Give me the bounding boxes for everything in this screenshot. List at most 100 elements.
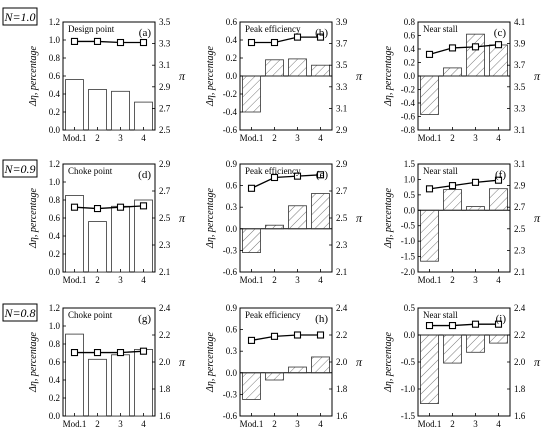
panel-b-bar-2 <box>265 59 284 77</box>
panel-a-ytick-label-7: 1.2 <box>49 17 60 27</box>
panel-f-letter: (f) <box>495 169 506 181</box>
panel-a-ytick-label-1: 0.0 <box>49 125 61 135</box>
row-label-2-text: N=0.9 <box>3 162 35 176</box>
panel-d-bar-3 <box>111 205 130 273</box>
panel-h-pitick-label-5: 2.4 <box>336 303 348 313</box>
panel-b-pi-point-4 <box>316 33 325 41</box>
panel-d-ytick-label-3: 0.4 <box>49 231 61 241</box>
panel-d-xtick-label-2: 2 <box>95 275 100 285</box>
panel-g-letter: (g) <box>138 313 151 325</box>
panel-i-pi-point-4 <box>494 320 503 328</box>
panel-i-ytick-label-2: -1.0 <box>401 384 416 394</box>
panel-i-letter: (i) <box>496 313 507 325</box>
panel-c-pitick-label-3: 3.5 <box>514 82 526 92</box>
panel-i-left-axis-label: Δη, percentage <box>383 332 394 393</box>
panel-b-bar-3 <box>288 58 307 77</box>
panel-f-pitick-label-1: 2.1 <box>514 267 525 277</box>
panel-i-bar-2 <box>443 334 462 364</box>
panel-i-pi-line <box>429 323 499 327</box>
panel-i-xtick-label-2: 2 <box>450 419 455 429</box>
panel-h-xtick-label-4: 4 <box>318 419 323 429</box>
panel-h-ytick-label-2: -0.3 <box>223 389 238 399</box>
panel-d-pitick-label-1: 2.1 <box>159 267 170 277</box>
panel-b-bar-1 <box>242 75 261 113</box>
panel-f-ytick-label-6: 0.5 <box>404 190 416 200</box>
panel-f-xtick-label-2: 2 <box>450 275 455 285</box>
panel-f-xtick-label-4: 4 <box>496 275 501 285</box>
panel-f-pi-point-4 <box>494 176 503 184</box>
panel-a-xtick-label-3: 3 <box>118 133 123 143</box>
panel-g-ytick-label-5: 0.8 <box>49 339 61 349</box>
panel-g-right-axis-label: π <box>179 355 186 369</box>
panel-b-pi-point-3 <box>293 33 302 41</box>
panel-c-ytick-label-3: -0.4 <box>401 98 416 108</box>
panel-a-bar-2 <box>88 89 107 131</box>
panel-e-ytick-label-2: -0.3 <box>223 245 238 255</box>
panel-b-ytick-label-5: 0.2 <box>226 53 237 63</box>
panel-f-right-axis-label: π <box>534 211 541 225</box>
panel-b-pi-point-1 <box>247 38 256 47</box>
panel-e-pi-point-1 <box>247 184 256 192</box>
panel-d-bar-2 <box>88 221 107 273</box>
panel-g-xtick-label-4: 4 <box>141 419 146 429</box>
panel-i-pi-point-3 <box>471 320 480 328</box>
panel-i-right-axis-label: π <box>534 355 541 369</box>
panel-e-bar-4 <box>311 193 330 230</box>
panel-g-xtick-label-2: 2 <box>95 419 100 429</box>
panel-f-ytick-label-4: -0.5 <box>401 221 416 231</box>
panel-a-right-axis-label: π <box>179 69 186 83</box>
panel-h-pitick-label-1: 1.6 <box>336 411 348 421</box>
panel-e-ytick-label-5: 0.6 <box>226 181 238 191</box>
panel-i-xtick-label-4: 4 <box>496 419 501 429</box>
panel-f-pitick-label-5: 2.9 <box>514 181 526 191</box>
panel-h: -0.6 -0.3 0.0 0.3 0.6 0.9 1.6 1.8 2.0 2.2 2.4 Mod.1… <box>205 303 363 429</box>
panel-a-pitick-label-6: 3.5 <box>159 17 171 27</box>
panel-d-pitick-label-4: 2.7 <box>159 186 171 196</box>
panel-e-xtick-label-4: 4 <box>318 275 323 285</box>
panel-g-bar-2 <box>88 358 107 417</box>
panel-i-ytick-label-5: 0.5 <box>404 303 416 313</box>
panel-a-pi-point-3 <box>116 38 125 47</box>
panel-e-ytick-label-4: 0.3 <box>226 202 238 212</box>
panel-i-pitick-label-1: 1.6 <box>514 411 526 421</box>
panel-b-ytick-label-4: 0.0 <box>226 71 238 81</box>
panel-e-pi-line <box>251 174 321 189</box>
panel-d-pi-line <box>74 205 144 210</box>
panel-i-ytick-label-4: 0.0 <box>404 330 416 340</box>
panel-c-bar-1 <box>420 75 439 115</box>
panel-g-ytick-label-6: 1.0 <box>49 321 61 331</box>
panel-d-ytick-label-6: 1.0 <box>49 177 61 187</box>
panel-i-title: Near stall <box>423 310 458 320</box>
panel-i-pitick-label-3: 2.0 <box>514 357 526 367</box>
panel-i-pi-point-1 <box>425 321 434 330</box>
panel-b-title: Peak efficiency <box>245 24 301 34</box>
panel-c-pi-point-1 <box>425 50 434 58</box>
panel-c-pi-line <box>429 44 499 56</box>
panel-i: -1.5 -1.0 -0.5 0.0 0.5 1.6 1.8 2.0 2.2 2.4 Mod.1 2 3… <box>383 303 541 429</box>
panel-h-pitick-label-3: 2.0 <box>336 357 348 367</box>
panel-a-bar-4 <box>134 101 153 131</box>
panel-d-ytick-label-4: 0.6 <box>49 213 61 223</box>
panel-e-bar-3 <box>288 205 307 230</box>
panel-h-ytick-label-4: 0.3 <box>226 346 238 356</box>
panel-d-right-axis-label: π <box>179 211 186 225</box>
panel-g-bar-3 <box>111 354 130 417</box>
row-label-1: N=1.0 <box>2 7 38 26</box>
panel-g-ytick-label-1: 0.0 <box>49 411 61 421</box>
panel-g-pitick-label-2: 1.8 <box>159 384 171 394</box>
panel-f-pitick-label-2: 2.3 <box>514 245 526 255</box>
panel-h-title: Peak efficiency <box>245 310 301 320</box>
panel-a-xtick-label-1: Mod.1 <box>63 133 87 143</box>
panel-c-right-axis-label: π <box>534 69 541 83</box>
panel-f-pi-point-3 <box>471 178 480 186</box>
panel-c-left-axis-label: Δη, percentage <box>383 46 394 107</box>
panel-a-ytick-label-2: 0.2 <box>49 107 60 117</box>
panel-c-xtick-label-4: 4 <box>496 133 501 143</box>
panel-d-ytick-label-1: 0.0 <box>49 267 61 277</box>
panel-a-title: Design point <box>68 24 115 34</box>
panel-g-pi-point-3 <box>116 348 125 357</box>
panel-a-pi-line <box>74 40 144 44</box>
panel-h-pi-line <box>251 334 321 342</box>
panel-c: -0.8 -0.6 -0.4 -0.2 0.0 0.2 0.4 0.6 0.8 3.1 3.3 3.5… <box>383 17 541 143</box>
panel-d-title: Choke point <box>68 166 113 176</box>
